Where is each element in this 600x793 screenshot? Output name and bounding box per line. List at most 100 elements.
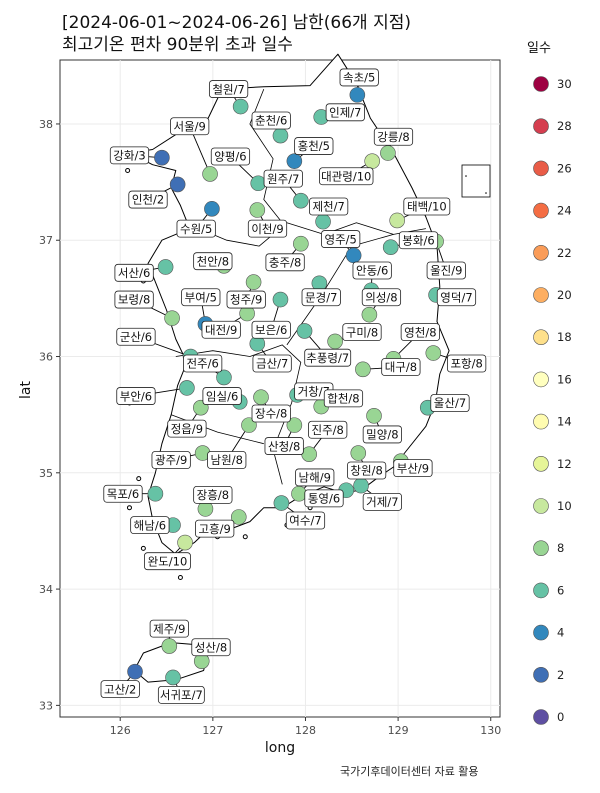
- legend-swatch: [533, 624, 549, 641]
- station-point: [230, 509, 247, 525]
- station-label-text: 대전/9: [205, 323, 237, 337]
- station-point: [345, 247, 362, 264]
- station-label-text: 남해/9: [299, 471, 331, 485]
- station-label: 대전/9: [201, 320, 241, 339]
- legend-label: 20: [557, 288, 572, 302]
- legend-label: 2: [557, 668, 564, 682]
- station-label-text: 인천/2: [132, 193, 164, 207]
- station-label-box: [285, 511, 326, 530]
- station-label-box: [251, 404, 291, 423]
- chart-subtitle: 최고기온 편차 90분위 초과 일수: [62, 35, 293, 55]
- station-label-text: 영천/8: [404, 325, 436, 339]
- station-point: [147, 485, 164, 502]
- station-label-text: 홍천/5: [298, 139, 330, 153]
- island: [136, 476, 142, 482]
- island: [177, 574, 183, 580]
- station-point: [315, 213, 331, 230]
- station-label: 청주/9: [226, 290, 266, 309]
- station-label-text: 춘천/6: [255, 114, 287, 128]
- x-tick-label: 128: [295, 724, 316, 737]
- station-label: 남해/9: [295, 468, 335, 487]
- station-label-text: 서울/9: [174, 119, 206, 133]
- chart-title: [2024-06-01~2024-06-26] 남한(66개 지점): [62, 13, 412, 33]
- station-label-box: [144, 552, 191, 571]
- station-label-text: 고산/2: [104, 682, 136, 696]
- station-label-text: 제주/9: [153, 622, 185, 636]
- station-point: [286, 153, 303, 169]
- station-point: [380, 145, 396, 161]
- station-label-text: 의성/8: [365, 290, 397, 304]
- station-label: 부여/5: [181, 288, 221, 307]
- legend-label: 0: [557, 710, 564, 724]
- station-label-box: [193, 485, 233, 504]
- station-label-text: 인제/7: [329, 106, 361, 120]
- x-tick-label: 129: [388, 724, 409, 737]
- legend-label: 30: [557, 77, 572, 91]
- y-tick-label: 37: [39, 234, 53, 247]
- station-label-text: 밀양/8: [366, 428, 398, 442]
- station-label: 문경/7: [301, 288, 341, 307]
- station-label-text: 보령/8: [118, 293, 150, 307]
- station-point: [349, 87, 366, 103]
- station-point: [161, 638, 178, 654]
- station-point: [366, 408, 382, 424]
- province-boundary: [286, 234, 394, 346]
- station-label-box: [157, 686, 205, 704]
- station-label-box: [294, 137, 334, 155]
- station-label: 울진/9: [426, 261, 466, 280]
- station-label-text: 임실/6: [206, 389, 238, 403]
- station-point: [291, 485, 307, 502]
- legend-label: 26: [557, 161, 572, 175]
- station-label: 대구/8: [381, 358, 421, 376]
- legend-label: 12: [557, 457, 572, 471]
- station-label-text: 추풍령/7: [306, 351, 349, 365]
- legend-label: 8: [557, 541, 564, 555]
- station-label-text: 성산/8: [195, 640, 227, 654]
- legend-swatch: [533, 76, 549, 92]
- station-label: 산청/8: [264, 437, 304, 455]
- y-axis-label: lat: [18, 381, 34, 399]
- station-label: 서울/9: [170, 117, 210, 136]
- station-label: 합천/8: [323, 389, 364, 408]
- station-label-text: 영덕/7: [440, 290, 472, 304]
- station-label-text: 산청/8: [268, 439, 300, 453]
- station-label-box: [265, 253, 305, 272]
- station-label: 울산/7: [430, 394, 470, 412]
- station-label: 부안/6: [116, 387, 156, 405]
- station-label-box: [321, 230, 361, 248]
- station-label-box: [252, 354, 292, 373]
- station-label-text: 봉화/6: [402, 233, 434, 247]
- station-label: 고산/2: [100, 680, 140, 698]
- station-label: 해남/6: [130, 516, 170, 535]
- station-label-box: [151, 451, 191, 469]
- station-label-box: [400, 323, 440, 342]
- station-point: [127, 663, 143, 680]
- station-point: [177, 534, 193, 551]
- station-point: [179, 380, 195, 396]
- y-tick-label: 34: [39, 583, 53, 596]
- station-label: 인제/7: [325, 103, 365, 122]
- station-label-text: 충주/8: [269, 256, 301, 270]
- station-label-box: [181, 288, 221, 307]
- station-label-box: [251, 111, 291, 130]
- station-label-text: 정읍/9: [171, 422, 203, 436]
- legend-swatch: [533, 540, 549, 557]
- station-label: 전주/6: [183, 354, 223, 373]
- station-label-box: [191, 638, 231, 657]
- legend-swatch: [533, 413, 549, 430]
- legend-swatch: [533, 498, 549, 514]
- station-label-box: [195, 519, 235, 538]
- station-label-text: 포항/8: [450, 357, 482, 371]
- island: [140, 545, 146, 551]
- station-point: [425, 345, 442, 361]
- station-label-box: [362, 492, 402, 511]
- station-label-text: 청주/9: [230, 293, 262, 307]
- station-label: 의성/8: [361, 288, 402, 307]
- station-label: 강릉/8: [373, 127, 414, 146]
- station-label-box: [393, 459, 433, 478]
- station-point: [301, 446, 317, 463]
- station-label: 고흥/9: [195, 519, 235, 538]
- station-label-text: 태백/10: [407, 200, 447, 214]
- station-label: 철원/7: [208, 80, 249, 98]
- station-label: 서귀포/7: [157, 686, 205, 704]
